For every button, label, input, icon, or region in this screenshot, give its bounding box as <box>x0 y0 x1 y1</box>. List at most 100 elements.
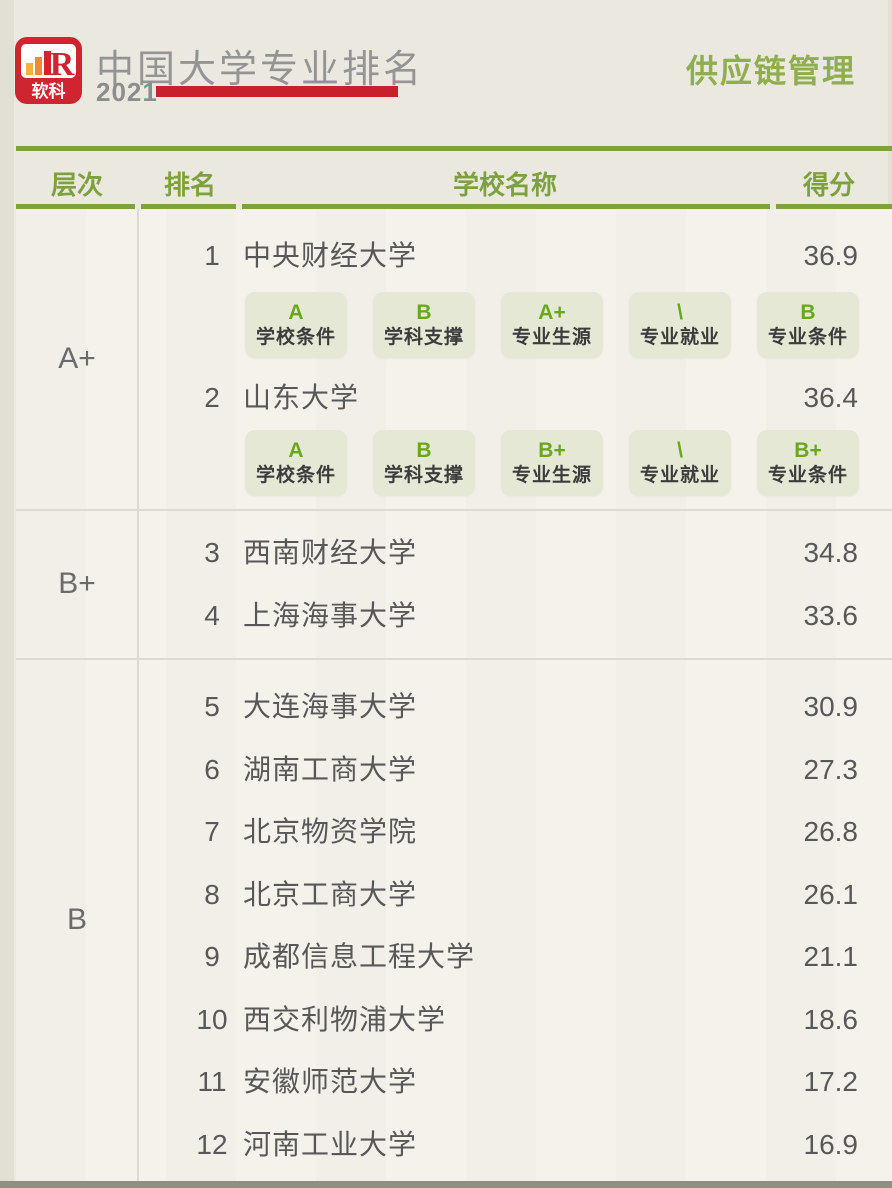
badge-grade: \ <box>677 439 683 462</box>
school-name-cell: 成都信息工程大学 <box>243 941 476 972</box>
badge-grade: A <box>288 301 304 324</box>
rank-cell: 11 <box>197 1066 227 1097</box>
table-row: 11 安徽师范大学 17.2 <box>137 1062 892 1102</box>
page-title: 中国大学专业排名 <box>96 49 425 91</box>
table-body: A+ 1 中央财经大学 36.9 A 学校条件 B 学科支撑 A+ 专业生源 \ 专业就业 B 专业条件 2… <box>16 209 892 1182</box>
school-name-cell: 西南财经大学 <box>243 537 418 568</box>
title-red-bar <box>156 86 398 97</box>
score-cell: 34.8 <box>803 537 859 568</box>
table-row: 1 中央财经大学 36.9 <box>137 236 892 276</box>
badge-grade: A+ <box>538 301 566 324</box>
score-cell: 21.1 <box>803 941 859 972</box>
table-row: 9 成都信息工程大学 21.1 <box>137 937 892 977</box>
score-cell: 30.9 <box>803 691 859 722</box>
score-cell: 26.1 <box>803 879 859 910</box>
badge-grade: A <box>288 439 304 462</box>
table-row: 12 河南工业大学 16.9 <box>137 1125 892 1165</box>
badge-grade: B <box>416 439 432 462</box>
rank-cell: 10 <box>196 1004 228 1035</box>
section-divider-2 <box>16 658 892 660</box>
school-name-cell: 大连海事大学 <box>243 691 418 722</box>
score-cell: 17.2 <box>803 1066 859 1097</box>
badge-label: 专业就业 <box>639 465 720 486</box>
badge-label: 专业生源 <box>511 465 592 486</box>
badge-label: 学校条件 <box>255 465 336 486</box>
column-header-score: 得分 <box>802 170 856 200</box>
badge-grade: B+ <box>538 439 566 462</box>
table-row: 4 上海海事大学 33.6 <box>137 596 892 636</box>
indicator-badge: B+ 专业条件 <box>757 430 859 496</box>
school-name-cell: 西交利物浦大学 <box>243 1004 447 1035</box>
school-name-cell: 上海海事大学 <box>243 600 418 631</box>
badge-grade: B+ <box>794 439 822 462</box>
score-cell: 16.9 <box>803 1129 859 1160</box>
svg-text:软科: 软科 <box>32 81 66 101</box>
column-header-rank: 排名 <box>163 170 217 200</box>
tier-label: B <box>66 903 88 936</box>
indicator-badge: B 学科支撑 <box>373 430 475 496</box>
indicator-badge: A+ 专业生源 <box>501 292 603 358</box>
score-cell: 27.3 <box>803 754 859 785</box>
indicator-badge: B 学科支撑 <box>373 292 475 358</box>
indicator-badge: \ 专业就业 <box>629 430 731 496</box>
header-underline-tier <box>16 204 135 209</box>
left-edge-strip <box>0 0 14 1188</box>
badge-grade: B <box>416 301 432 324</box>
score-cell: 36.4 <box>803 382 859 413</box>
table-row: 2 山东大学 36.4 <box>137 378 892 418</box>
rank-cell: 6 <box>204 754 220 785</box>
rank-cell: 4 <box>204 600 220 631</box>
bottom-bar <box>0 1181 892 1188</box>
badge-label: 专业条件 <box>767 327 848 348</box>
school-name-cell: 山东大学 <box>243 382 360 413</box>
rank-cell: 9 <box>204 941 220 972</box>
score-cell: 33.6 <box>803 600 859 631</box>
rank-cell: 8 <box>204 879 220 910</box>
badge-label: 专业条件 <box>767 465 848 486</box>
school-name-cell: 河南工业大学 <box>243 1129 418 1160</box>
indicator-badge: B 专业条件 <box>757 292 859 358</box>
table-row: 8 北京工商大学 26.1 <box>137 875 892 915</box>
tier-label: A+ <box>58 342 96 375</box>
table-row: 5 大连海事大学 30.9 <box>137 687 892 727</box>
rank-cell: 12 <box>196 1129 228 1160</box>
badge-label: 学科支撑 <box>383 465 464 486</box>
tier-column-divider <box>137 209 139 1182</box>
rank-cell: 2 <box>204 382 220 413</box>
subject-title: 供应链管理 <box>685 53 856 89</box>
rank-cell: 3 <box>204 537 220 568</box>
table-row: 10 西交利物浦大学 18.6 <box>137 1000 892 1040</box>
badge-label: 专业就业 <box>639 327 720 348</box>
score-cell: 18.6 <box>803 1004 859 1035</box>
school-name-cell: 中央财经大学 <box>243 240 418 271</box>
indicator-badge-row: A 学校条件 B 学科支撑 A+ 专业生源 \ 专业就业 B 专业条件 <box>245 292 859 358</box>
header-underline-score <box>776 204 892 209</box>
badge-grade: \ <box>677 301 683 324</box>
badge-label: 学科支撑 <box>383 327 464 348</box>
table-row: 7 北京物资学院 26.8 <box>137 812 892 852</box>
rank-cell: 1 <box>204 240 220 271</box>
school-name-cell: 安徽师范大学 <box>243 1066 418 1097</box>
indicator-badge-row: A 学校条件 B 学科支撑 B+ 专业生源 \ 专业就业 B+ 专业条件 <box>245 430 859 496</box>
header-underline-school <box>242 204 770 209</box>
section-divider-1 <box>16 509 892 511</box>
rank-cell: 5 <box>204 691 220 722</box>
badge-label: 学校条件 <box>255 327 336 348</box>
ruanke-logo-icon: R 软科 <box>15 37 82 104</box>
school-name-cell: 湖南工商大学 <box>243 754 418 785</box>
header-underline-rank <box>141 204 236 209</box>
svg-text:R: R <box>50 46 75 83</box>
score-cell: 36.9 <box>803 240 859 271</box>
badge-label: 专业生源 <box>511 327 592 348</box>
indicator-badge: \ 专业就业 <box>629 292 731 358</box>
table-row: 6 湖南工商大学 27.3 <box>137 750 892 790</box>
rank-cell: 7 <box>204 816 220 847</box>
column-header-school: 学校名称 <box>452 170 558 200</box>
school-name-cell: 北京物资学院 <box>243 816 418 847</box>
indicator-badge: A 学校条件 <box>245 292 347 358</box>
school-name-cell: 北京工商大学 <box>243 879 418 910</box>
table-top-rule <box>16 146 892 151</box>
edition-year: 2021 <box>96 77 158 107</box>
column-header-tier: 层次 <box>50 170 104 200</box>
